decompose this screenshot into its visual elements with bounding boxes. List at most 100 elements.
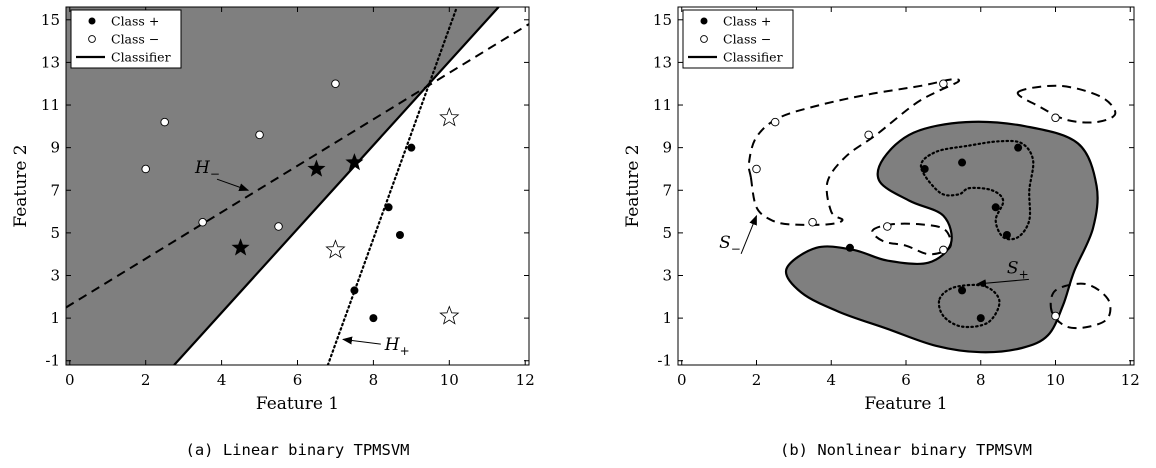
figure-caption: (b) Nonlinear binary TPMSVM: [780, 441, 1032, 459]
y-tick-label: 3: [662, 267, 672, 285]
chart-panel-b: 0 2 4 6 8 10 12 -1 1 3 5 7 9 11 13 15 Feature 1 Feature 2…: [578, 0, 1156, 464]
h-minus-line: [66, 23, 529, 309]
point-class-minus: [752, 164, 761, 174]
x-tick-label: 4: [826, 371, 836, 389]
point-class-minus: [198, 217, 207, 227]
annotation-label: S−: [719, 233, 741, 256]
x-tick-label: 8: [369, 371, 379, 389]
legend-label-plus: Class +: [723, 14, 771, 29]
classifier-curve: [784, 120, 1099, 354]
s-minus-curve: [1016, 84, 1117, 124]
y-tick-label: -1: [45, 352, 60, 370]
y-tick-label: 9: [50, 139, 60, 157]
x-tick-label: 6: [293, 371, 303, 389]
y-tick-label: 5: [50, 224, 60, 242]
star-marker-open: [325, 239, 346, 259]
y-tick-label: 5: [662, 224, 672, 242]
point-class-plus: [1014, 143, 1023, 152]
s-minus-curve: [871, 222, 953, 256]
point-class-minus: [1051, 311, 1060, 321]
y-tick-label: -1: [657, 352, 672, 370]
chart-panel-a: 0 2 4 6 8 10 12 -1 1 3 5 7 9 11 13 15 Feature 1 Feature 2…: [0, 0, 578, 464]
point-class-plus: [958, 286, 967, 295]
point-class-minus: [141, 164, 150, 174]
legend-marker-minus: [700, 35, 708, 43]
plot-area: [747, 78, 1117, 354]
positive-region: [66, 7, 499, 365]
legend-marker-minus: [88, 35, 96, 43]
x-tick-label: 2: [141, 371, 151, 389]
y-tick-label: 9: [662, 139, 672, 157]
star-marker-open: [439, 305, 460, 325]
annotation-label: H−: [194, 158, 220, 181]
h-plus-line: [326, 7, 458, 365]
point-class-plus: [395, 231, 404, 240]
y-tick-label: 13: [653, 53, 672, 71]
point-class-minus: [883, 222, 892, 231]
annotation-arrow: [976, 278, 1029, 288]
y-tick-label: 13: [41, 53, 60, 71]
point-class-minus: [808, 217, 817, 227]
point-class-minus: [939, 79, 948, 88]
star-marker-filled: [231, 238, 250, 256]
x-axis-label: Feature 1: [256, 394, 339, 414]
x-tick-label: 12: [1121, 371, 1140, 389]
point-class-minus: [274, 222, 283, 231]
annotation-arrow: [216, 178, 250, 192]
s-plus-curve: [937, 283, 1001, 329]
point-class-minus: [939, 245, 948, 255]
s-minus-curve: [747, 78, 961, 226]
annotation-label: S+: [1007, 258, 1029, 281]
legend-marker-plus: [700, 17, 708, 25]
point-class-plus: [1002, 231, 1011, 240]
y-tick-label: 1: [662, 309, 672, 327]
point-class-minus: [864, 130, 873, 140]
point-class-plus: [991, 203, 1000, 212]
y-tick-label: 7: [662, 181, 672, 199]
point-class-plus: [976, 314, 985, 323]
star-marker-filled: [307, 159, 326, 177]
y-tick-label: 15: [653, 11, 672, 29]
y-tick-label: 1: [50, 309, 60, 327]
legend-marker-plus: [88, 17, 96, 25]
x-axis-label: Feature 1: [864, 394, 947, 414]
star-marker-filled: [345, 153, 364, 171]
x-tick-label: 10: [440, 371, 459, 389]
y-axis-label: Feature 2: [623, 144, 643, 227]
point-class-minus: [770, 117, 780, 127]
y-tick-label: 3: [50, 267, 60, 285]
x-tick-label: 12: [516, 371, 535, 389]
y-tick-label: 15: [41, 11, 60, 29]
x-tick-label: 8: [976, 371, 986, 389]
point-class-plus: [920, 164, 929, 173]
figure-caption: (a) Linear binary TPMSVM: [186, 441, 410, 459]
s-minus-curve: [1049, 282, 1112, 330]
legend-label-classifier: Classifier: [111, 50, 171, 65]
point-class-plus: [845, 243, 854, 252]
legend: Class + Class − Classifier: [70, 9, 182, 69]
x-tick-label: 0: [677, 371, 687, 389]
annotation-arrow: [740, 214, 757, 254]
y-tick-label: 11: [41, 96, 60, 114]
annotation-arrow: [342, 336, 381, 345]
plot-area: [66, 7, 529, 365]
x-tick-label: 0: [65, 371, 75, 389]
legend: Class + Class − Classifier: [682, 9, 794, 69]
annotation-label: H+: [384, 335, 410, 358]
star-marker-open: [439, 107, 460, 127]
legend-label-plus: Class +: [111, 14, 159, 29]
x-tick-label: 10: [1046, 371, 1065, 389]
x-tick-label: 4: [217, 371, 227, 389]
classifier-line: [173, 7, 500, 365]
y-axis-label: Feature 2: [11, 144, 31, 227]
point-class-plus: [384, 203, 393, 212]
legend-label-classifier: Classifier: [723, 50, 783, 65]
y-tick-label: 11: [653, 96, 672, 114]
point-class-plus: [369, 314, 378, 323]
legend-label-minus: Class −: [723, 32, 771, 47]
point-class-minus: [160, 117, 169, 127]
point-class-plus: [958, 158, 967, 167]
y-tick-label: 7: [50, 181, 60, 199]
point-class-minus: [255, 130, 264, 140]
